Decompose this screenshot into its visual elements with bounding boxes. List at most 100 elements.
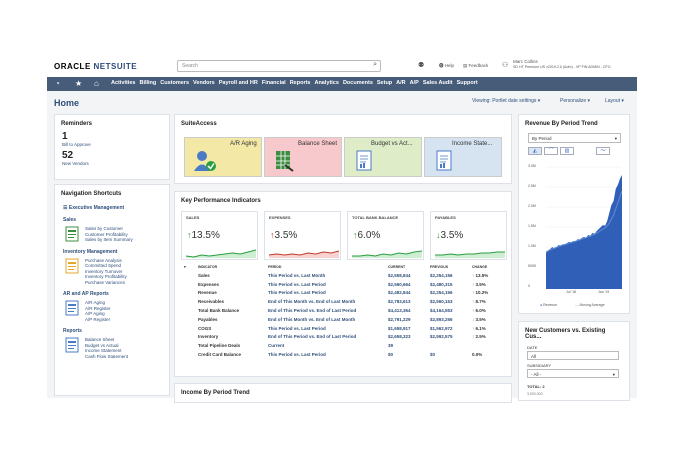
shortcut-link[interactable]: Inventory Profitability [85,274,127,279]
shortcut-link[interactable]: Purchase Variances [85,279,125,285]
viewing-settings-link[interactable]: Viewing: Portlet date settings ▾ [472,98,541,104]
kpi-previous[interactable]: $2,560,153 [430,299,453,305]
kpi-card[interactable]: PAYABLES ↓3.5% [430,211,507,260]
reminder-item[interactable]: 1 Bill to Approve [62,131,91,147]
kpi-previous[interactable]: $0 [430,352,436,358]
kpi-card[interactable]: EXPENSES ↑3.5% [264,211,341,260]
kpi-period-link[interactable]: End of This Period vs. End of Last Perio… [268,334,357,340]
layout-menu[interactable]: Layout ▾ [605,98,624,104]
line-chart-button[interactable]: ⌒ [544,147,558,155]
kpi-previous[interactable]: $2,254,156 [430,290,453,296]
recent-records-icon[interactable]: ⚉ [418,62,425,69]
shortcut-link[interactable]: A/R Register [85,305,111,311]
kpi-card[interactable]: TOTAL BANK BALANCE ↑6.0% [347,211,424,260]
nav-item[interactable]: A/R [396,80,406,86]
kpi-previous[interactable]: $2,254,156 [430,272,453,278]
home-icon[interactable]: ⌂ [94,79,99,88]
oracle-netsuite-logo[interactable]: ORACLE NETSUITE [54,62,138,71]
nav-item[interactable]: Support [456,80,478,86]
personalize-menu[interactable]: Personalize ▾ [560,98,591,104]
kpi-current[interactable]: $2,560,664 [388,281,411,287]
kpi-table-row[interactable]: Total Bank Balance End of This Period vs.… [184,306,509,315]
user-avatar-icon[interactable]: ⚇ [502,62,509,69]
shortcut-link[interactable]: Sales by Item Summary [85,237,133,242]
tile-balance-sheet[interactable]: Balance Sheet [264,137,342,177]
shortcut-link[interactable]: Sales by Customer [85,226,124,231]
kpi-table-row[interactable]: Sales This Period vs. Last Month $2,558,84… [184,271,509,280]
shortcut-link[interactable]: Income Statement [85,348,122,353]
shortcut-link[interactable]: Budget vs Actual [85,342,119,348]
kpi-previous[interactable]: $1,562,972 [430,325,453,331]
nav-item[interactable]: Payroll and HR [218,80,258,86]
feedback-link[interactable]: ▤ Feedback [463,63,489,68]
kpi-period-link[interactable]: Current [268,343,285,349]
kpi-period-link[interactable]: This Period vs. Last Period [268,281,326,287]
shortcut-link[interactable]: Balance Sheet [85,337,115,342]
shortcut-link[interactable]: A/P Register [85,316,111,322]
area-chart-button[interactable]: ◭ [528,147,542,155]
kpi-current[interactable]: $0 [388,352,394,358]
kpi-current[interactable]: $4,413,364 [388,308,411,314]
nav-item[interactable]: Sales Audit [422,80,453,86]
kpi-current[interactable]: $2,482,844 [388,290,411,296]
shortcut-link[interactable]: Customer Profitability [85,231,128,237]
bar-chart-button[interactable]: ▥ [560,147,574,155]
kpi-previous[interactable]: $4,164,553 [430,308,453,314]
recent-icon[interactable]: ◔ [55,79,60,88]
kpi-current[interactable]: $2,783,613 [388,299,411,305]
kpi-table-row[interactable]: COGS This Period vs. Last Period $1,658,91… [184,324,509,333]
kpi-period-link[interactable]: This Period vs. Last Period [268,352,326,358]
kpi-table-row[interactable]: Revenue This Period vs. Last Period $2,482… [184,289,509,298]
collapse-toggle-icon[interactable]: ▾ [184,265,186,269]
kpi-table-row[interactable]: Credit Card Balance This Period vs. Last … [184,350,509,359]
nav-item[interactable]: Activities [111,80,136,86]
nav-item[interactable]: Vendors [193,80,215,86]
search-icon[interactable]: ⌕ [373,61,377,68]
kpi-table-row[interactable]: Total Pipeline Deals Current 39 [184,341,509,350]
kpi-period-link[interactable]: End of This Month vs. End of Last Month [268,299,356,305]
kpi-table-row[interactable]: Expenses This Period vs. Last Period $2,56… [184,280,509,289]
nav-item[interactable]: Documents [342,80,373,86]
kpi-period-link[interactable]: End of This Month vs. End of Last Month [268,316,356,322]
nav-item[interactable]: Analytics [314,80,339,86]
favorites-star-icon[interactable]: ★ [75,79,83,88]
kpi-period-link[interactable]: End of This Period vs. End of Last Perio… [268,308,357,314]
legend-revenue[interactable]: ● Revenue [540,303,558,307]
kpi-previous[interactable]: $2,893,256 [430,316,453,322]
shortcut-link[interactable]: Inventory Turnover [85,268,123,274]
global-search-input[interactable]: Search ⌕ [177,60,381,72]
subsidiary-select[interactable]: - All - ▾ [527,369,619,378]
date-select[interactable]: All [527,351,619,360]
shortcut-link[interactable]: Cash Flow Statement [85,353,129,359]
shortcut-link[interactable]: A/P Aging [85,311,105,316]
nav-item[interactable]: Setup [376,80,393,86]
kpi-period-link[interactable]: This Period vs. Last Period [268,290,326,296]
shortcut-link[interactable]: Committed Spend [85,263,122,268]
tile-budget-vs-actual[interactable]: Budget vs Act... [344,137,422,177]
tile-ar-aging[interactable]: A/R Aging [184,137,262,177]
kpi-current[interactable]: $1,658,917 [388,325,411,331]
kpi-period-link[interactable]: This Period vs. Last Month [268,272,326,278]
kpi-current[interactable]: $2,658,323 [388,334,411,340]
kpi-table-row[interactable]: Payables End of This Month vs. End of Las… [184,315,509,324]
kpi-previous[interactable]: $2,592,575 [430,334,453,340]
kpi-period-link[interactable]: This Period vs. Last Period [268,325,326,331]
period-select[interactable]: By Period ▾ [528,133,621,143]
user-menu[interactable]: Marc Collins SD HT Premium US v2019.2.0 … [513,59,611,70]
trend-toggle-button[interactable]: 〜 [596,147,610,155]
kpi-previous[interactable]: $2,480,315 [430,281,453,287]
nav-item[interactable]: Customers [160,80,190,86]
legend-moving-average[interactable]: — Moving Average [575,303,605,307]
kpi-card[interactable]: SALES ↑13.5% [181,211,258,260]
kpi-table-row[interactable]: Receivables End of This Month vs. End of … [184,297,509,306]
kpi-previous[interactable] [430,341,472,350]
nav-item[interactable]: Reports [289,80,311,86]
kpi-current[interactable]: $2,558,844 [388,272,411,278]
nav-item[interactable]: A/P [409,80,419,86]
shortcut-link[interactable]: A/R Aging [85,300,106,305]
kpi-current[interactable]: 39 [388,343,394,349]
nav-item[interactable]: Financial [261,80,286,86]
nav-item[interactable]: Billing [139,80,157,86]
help-link[interactable]: ⓿ Help [439,63,455,68]
shortcut-link[interactable]: Purchase Analysis [85,257,122,263]
